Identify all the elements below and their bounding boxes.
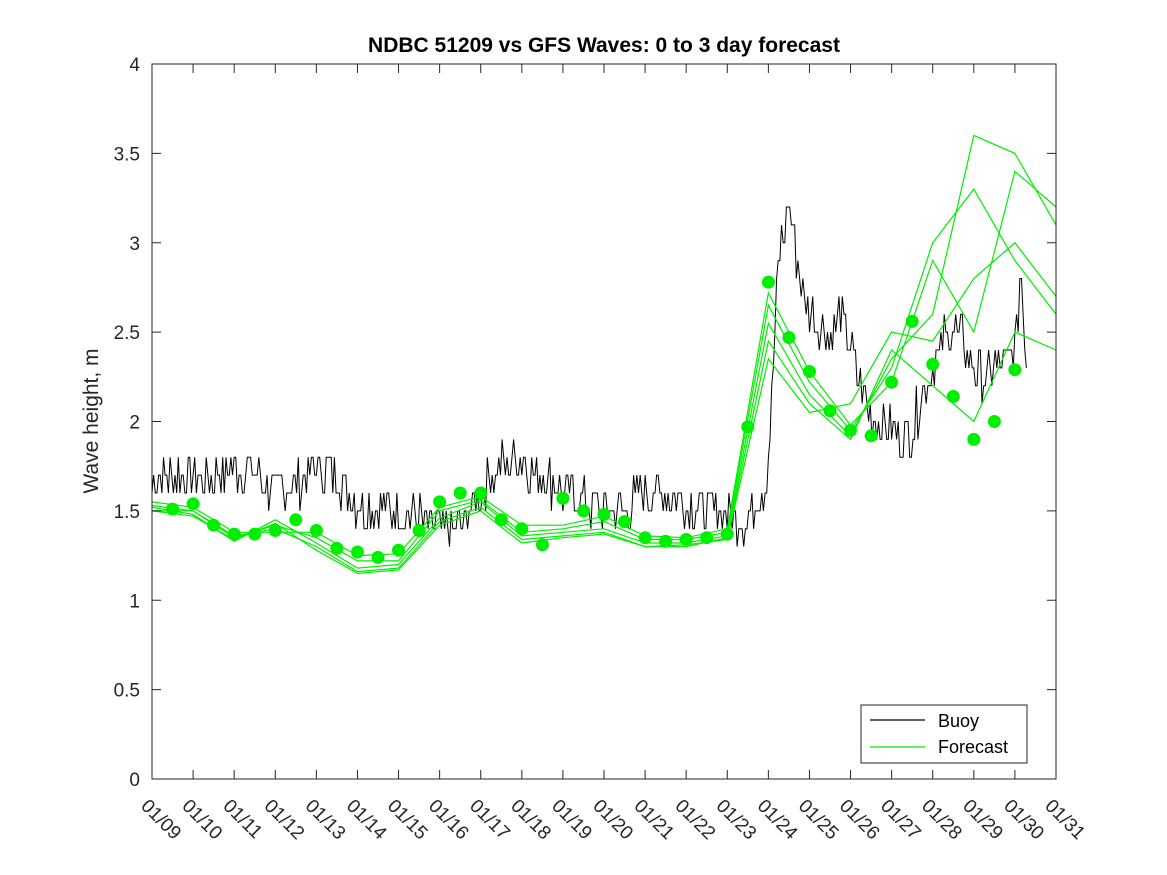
forecast-marker [474,486,488,500]
x-tick-label: 01/29 [958,796,1006,844]
y-tick-label: 3.5 [114,144,140,165]
forecast-marker [186,497,200,511]
y-axis: 0 0.5 1 1.5 2 2.5 3 3.5 4 [114,55,1056,791]
forecast-marker [330,541,344,555]
forecast-marker [782,331,796,344]
forecast-marker [967,432,981,446]
x-tick-label: 01/20 [588,796,636,844]
forecast-marker [864,429,878,443]
forecast-marker [659,534,673,548]
forecast-marker [535,538,549,552]
forecast-series [151,134,1057,575]
forecast-marker [885,375,899,389]
forecast-marker [1008,363,1022,377]
forecast-marker [926,357,940,371]
forecast-marker [556,491,570,505]
y-tick-label: 0 [129,770,140,791]
buoy-series [151,206,1027,547]
buoy-line [151,206,1027,547]
forecast-marker [309,524,323,537]
y-axis-label: Wave height, m [80,348,103,493]
forecast-marker [453,486,467,500]
forecast-marker [946,390,960,403]
forecast-line-run-4 [151,331,1057,573]
plot-frame [151,63,1057,780]
forecast-marker [844,423,857,437]
x-tick-label: 01/30 [999,796,1047,844]
forecast-marker [392,543,405,557]
x-tick-label: 01/25 [794,796,842,844]
y-tick-label: 2.5 [114,323,140,344]
x-tick-label: 01/12 [260,796,308,844]
x-tick-label: 01/21 [630,796,678,844]
forecast-marker [823,404,837,418]
x-tick-label: 01/17 [465,796,513,844]
forecast-marker [720,527,734,541]
forecast-marker [289,513,303,527]
forecast-marker [371,550,385,564]
forecast-line-run-2 [152,188,1057,562]
y-tick-label: 0.5 [114,681,140,702]
forecast-marker [618,515,631,529]
x-tick-label: 01/27 [876,796,924,844]
y-tick-label: 3 [129,234,140,255]
forecast-marker [987,415,1001,428]
forecast-marker [679,533,693,546]
x-tick-label: 01/26 [835,796,883,844]
y-tick-label: 1.5 [114,502,140,523]
x-tick-label: 01/23 [712,796,760,844]
forecast-marker [227,527,241,541]
x-tick-label: 01/22 [671,796,719,844]
x-tick-label: 01/09 [136,796,184,844]
x-tick-label: 01/16 [424,796,472,844]
legend-buoy-label: Buoy [938,711,979,731]
x-tick-label: 01/11 [219,796,266,843]
x-tick-label: 01/18 [506,796,554,844]
forecast-marker [741,420,755,434]
forecast-marker [597,508,611,521]
forecast-marker [577,504,590,518]
forecast-marker [412,524,426,537]
forecast-marker [761,275,775,289]
x-tick-label: 01/14 [342,796,391,845]
x-tick-label: 01/24 [753,796,802,845]
forecast-marker [248,527,262,541]
forecast-marker [494,513,508,527]
forecast-marker [433,495,447,509]
forecast-marker [515,522,529,536]
y-tick-label: 4 [129,55,140,76]
forecast-marker [166,502,179,516]
y-tick-label: 2 [129,413,140,434]
x-tick-label: 01/15 [383,796,431,844]
forecast-marker [207,518,221,532]
legend-forecast-label: Forecast [938,737,1008,757]
x-tick-label: 01/28 [917,796,965,844]
forecast-marker [638,531,652,545]
forecast-marker [700,531,714,545]
forecast-line-run-5 [151,241,1057,575]
forecast-line-run-3 [151,134,1057,569]
y-tick-label: 1 [129,591,140,612]
x-tick-label: 01/10 [178,796,226,844]
forecast-marker [803,365,816,378]
legend-box [860,704,1028,764]
forecast-marker [905,314,919,328]
forecast-markers [166,275,1022,564]
forecast-marker [351,545,364,559]
forecast-marker [268,524,282,537]
x-tick-label: 01/13 [301,796,349,844]
x-tick-label: 01/19 [547,796,595,844]
chart-title: NDBC 51209 vs GFS Waves: 0 to 3 day fore… [368,34,840,57]
legend: Buoy Forecast [860,704,1028,764]
x-tick-label: 01/31 [1040,796,1088,844]
